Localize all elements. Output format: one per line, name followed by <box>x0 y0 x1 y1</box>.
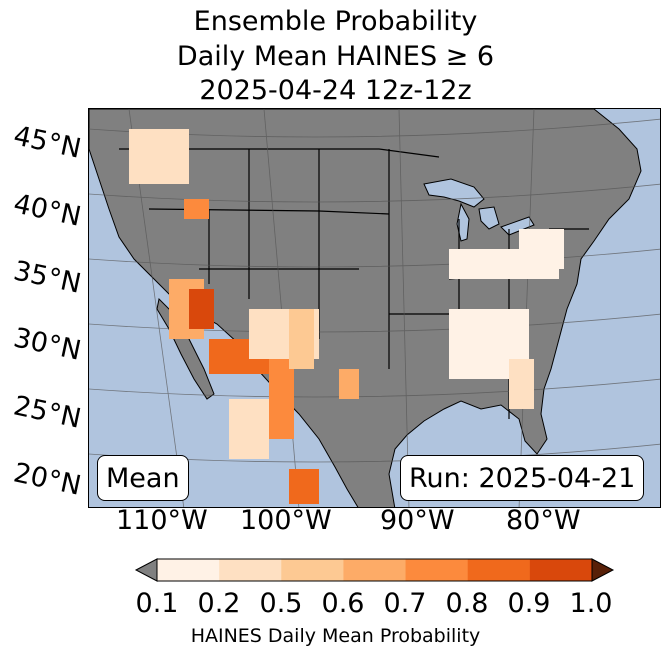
great-lakes <box>423 178 535 242</box>
colorbar-segment <box>529 559 593 581</box>
colorbar-segment <box>467 559 531 581</box>
title-line-3: 2025-04-24 12z-12z <box>199 75 472 106</box>
probability-patches <box>129 129 564 504</box>
lon-label-100w: 100°W <box>240 505 332 536</box>
colorbar-tick-6: 0.9 <box>507 588 551 619</box>
lon-label-80w: 80°W <box>506 505 581 536</box>
colorbar-tick-4: 0.7 <box>383 588 427 619</box>
title-line-2: Daily Mean HAINES ≥ 6 <box>176 41 495 72</box>
colorbar-segment <box>281 559 344 581</box>
colorbar-tick-3: 0.6 <box>321 588 365 619</box>
lat-label-35n: 35°N <box>10 255 84 300</box>
colorbar-title: HAINES Daily Mean Probability <box>190 625 481 647</box>
lon-label-110w: 110°W <box>116 505 208 536</box>
colorbar-segment <box>343 559 407 581</box>
us-map <box>89 109 660 507</box>
map-panel <box>88 108 661 508</box>
colorbar-segment <box>219 559 282 581</box>
colorbar-segment <box>157 559 220 581</box>
run-date-badge: Run: 2025-04-21 <box>400 455 645 501</box>
title-line-1: Ensemble Probability <box>193 6 478 37</box>
colorbar-tick-2: 0.5 <box>259 588 303 619</box>
colorbar-segments <box>157 559 593 581</box>
lat-label-20n: 20°N <box>10 457 84 502</box>
colorbar-tick-0: 0.1 <box>135 588 179 619</box>
colorbar <box>134 558 615 582</box>
colorbar-tick-1: 0.2 <box>197 588 241 619</box>
lat-label-30n: 30°N <box>10 322 84 367</box>
colorbar-segment <box>405 559 469 581</box>
lon-label-90w: 90°W <box>380 505 455 536</box>
colorbar-tick-5: 0.8 <box>445 588 489 619</box>
colorbar-tick-7: 1.0 <box>569 588 613 619</box>
lat-label-25n: 25°N <box>10 390 84 435</box>
lat-label-45n: 45°N <box>10 120 84 165</box>
lat-label-40n: 40°N <box>10 188 84 233</box>
colorbar-frame <box>156 558 593 582</box>
colorbar-over-arrow <box>591 558 615 582</box>
colorbar-under-arrow <box>134 558 158 582</box>
mean-badge: Mean <box>97 455 189 501</box>
